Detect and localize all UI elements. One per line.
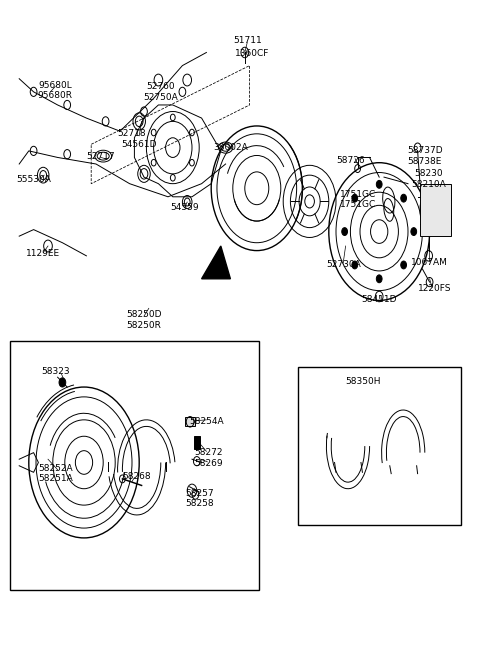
Circle shape: [411, 228, 417, 236]
Text: 1360CF: 1360CF: [235, 49, 269, 58]
Text: 1220FS: 1220FS: [418, 284, 451, 293]
Circle shape: [59, 378, 66, 387]
Circle shape: [352, 261, 358, 269]
Text: 58257: 58257: [185, 489, 214, 498]
Text: 58251A: 58251A: [38, 474, 72, 483]
Text: 52730A: 52730A: [326, 260, 360, 269]
Circle shape: [401, 194, 407, 202]
Polygon shape: [420, 184, 451, 236]
Text: 58210A: 58210A: [411, 180, 446, 189]
Text: 95680R: 95680R: [38, 91, 72, 100]
Text: 1751GC: 1751GC: [339, 190, 376, 199]
Text: 38002A: 38002A: [213, 143, 248, 152]
Circle shape: [401, 261, 407, 269]
Bar: [298, 367, 461, 525]
Circle shape: [352, 194, 358, 202]
Text: 95680L: 95680L: [38, 81, 72, 90]
Text: 58250R: 58250R: [127, 321, 161, 330]
Circle shape: [376, 180, 382, 188]
Text: 58738E: 58738E: [408, 157, 442, 166]
Text: 52760: 52760: [146, 82, 175, 91]
Text: 54561D: 54561D: [121, 140, 157, 150]
Polygon shape: [202, 246, 230, 279]
Text: 58323: 58323: [41, 367, 70, 376]
Circle shape: [376, 275, 382, 283]
Circle shape: [342, 228, 348, 236]
Text: 1129EE: 1129EE: [26, 249, 60, 258]
Text: 58254A: 58254A: [189, 417, 224, 426]
Text: 58268: 58268: [122, 472, 151, 481]
Text: 58269: 58269: [194, 459, 223, 468]
Text: 54559: 54559: [170, 203, 199, 213]
Text: 58272: 58272: [194, 448, 223, 457]
Text: 52750A: 52750A: [144, 92, 178, 102]
Text: 55530A: 55530A: [16, 175, 51, 184]
Text: 1751GC: 1751GC: [339, 200, 376, 209]
Text: 58250D: 58250D: [126, 310, 162, 319]
Text: 58252A: 58252A: [38, 464, 72, 473]
Bar: [194, 436, 200, 449]
Bar: [185, 417, 195, 426]
Text: 58258: 58258: [185, 499, 214, 508]
Text: 58350H: 58350H: [345, 377, 381, 386]
Text: 1067AM: 1067AM: [411, 258, 448, 267]
Text: 58726: 58726: [336, 155, 365, 165]
Text: 52718: 52718: [118, 129, 146, 138]
Text: 58411D: 58411D: [361, 295, 397, 304]
Text: 58230: 58230: [414, 169, 443, 178]
Bar: [10, 341, 259, 590]
Text: 58737D: 58737D: [407, 146, 443, 155]
Text: 52717: 52717: [86, 152, 115, 161]
Text: 51711: 51711: [233, 36, 262, 45]
